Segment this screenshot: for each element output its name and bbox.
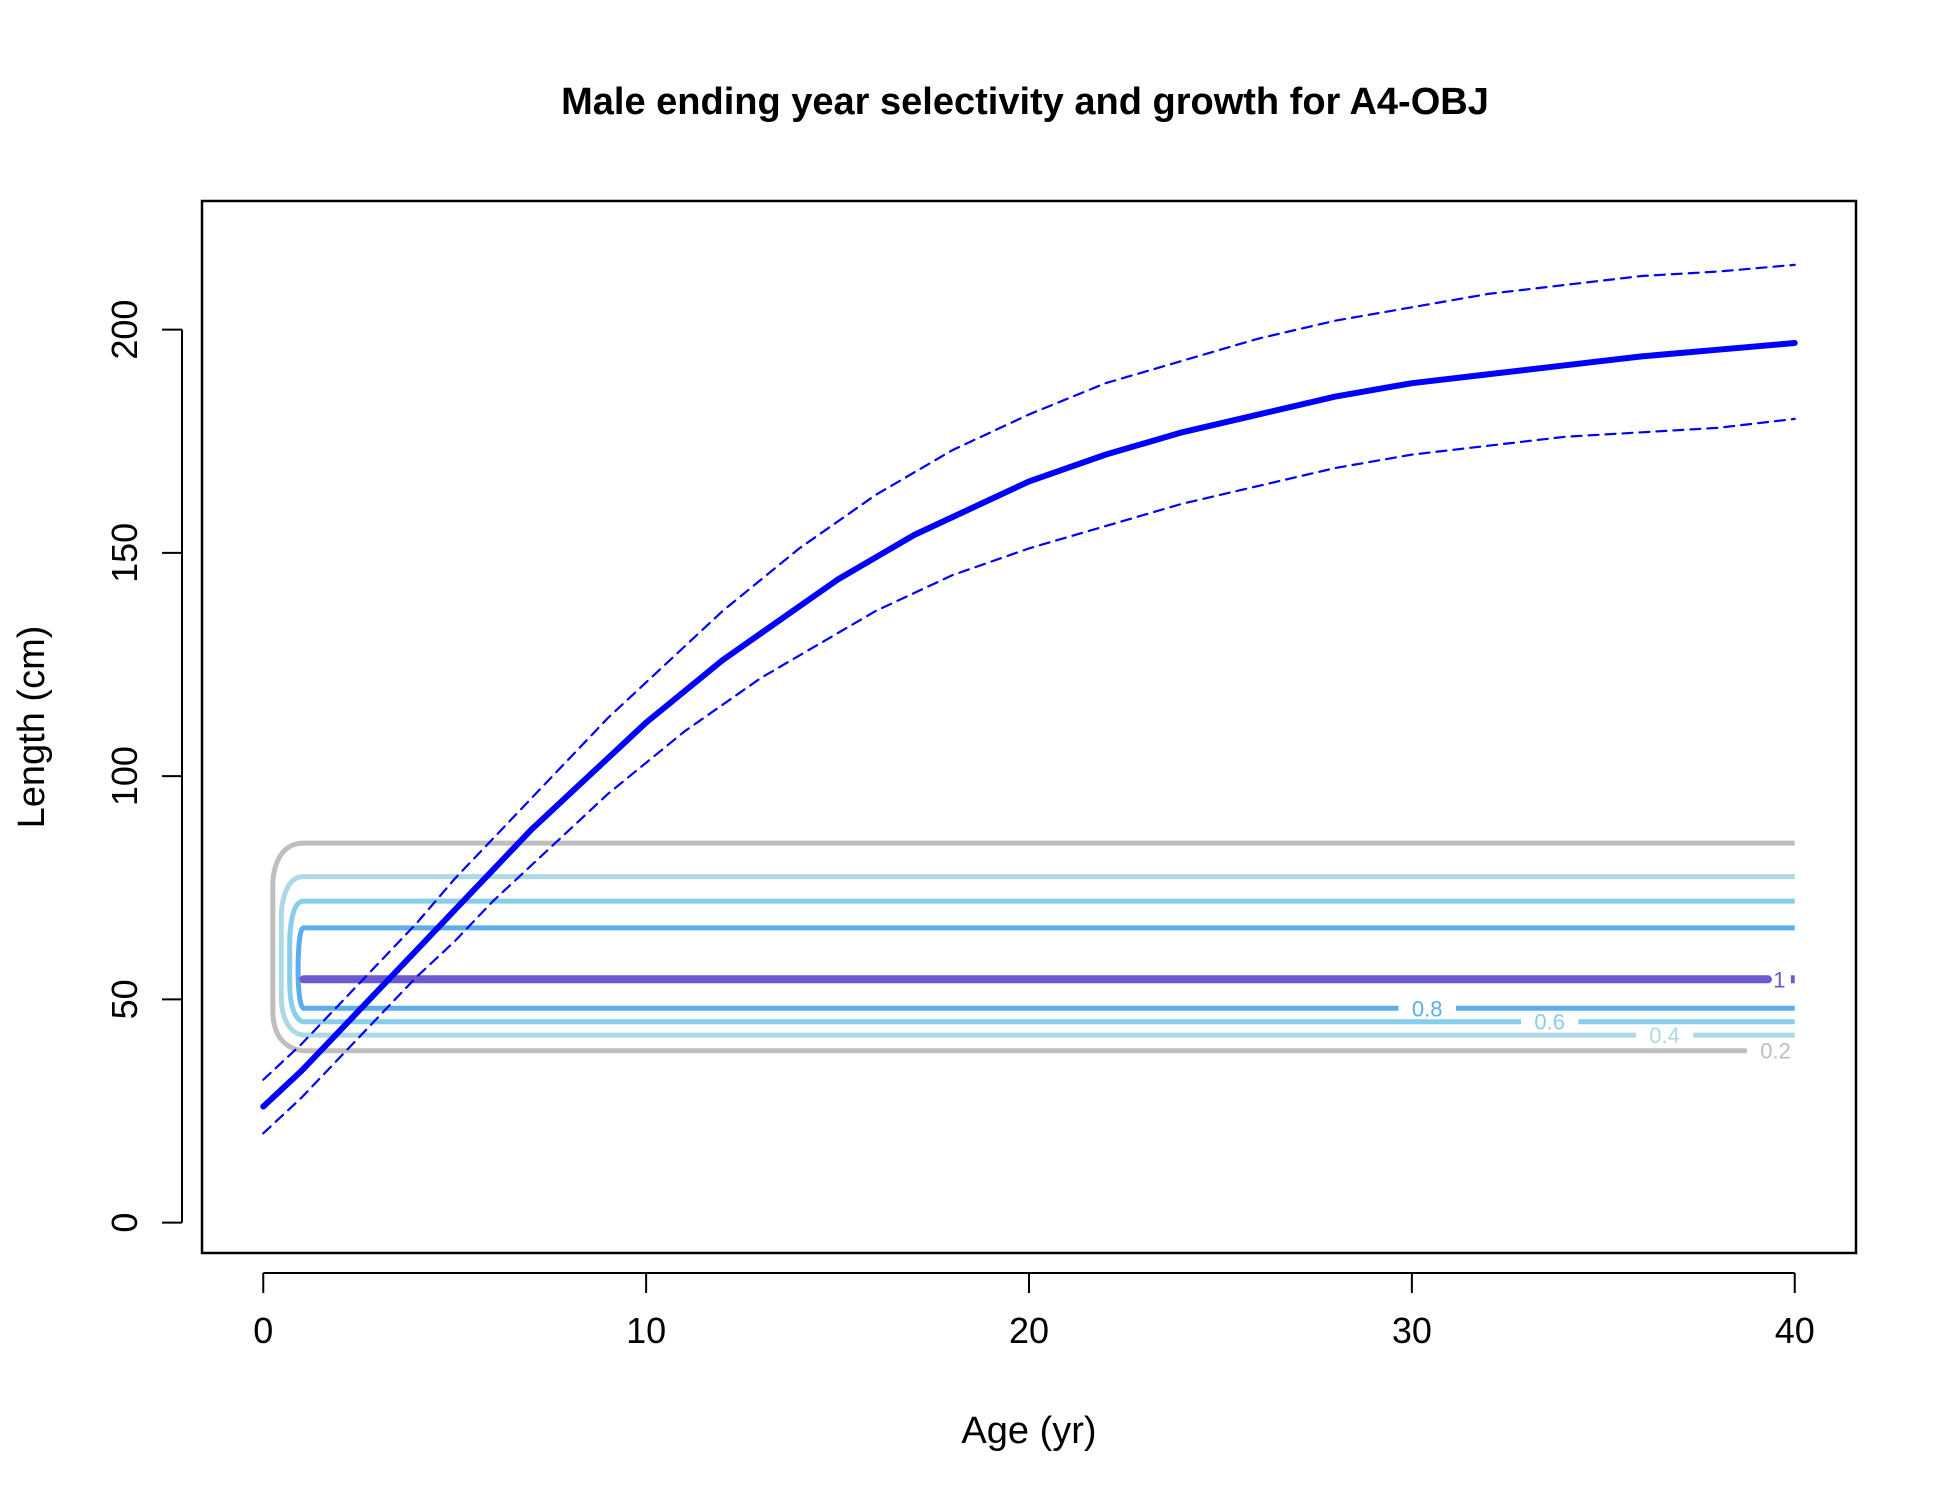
lower-interval-line [262, 417, 1796, 1135]
growth-series [260, 263, 1798, 1135]
contour-line [287, 898, 1795, 1025]
contour-line [270, 840, 1795, 1054]
contour-label: 0.2 [1760, 1039, 1791, 1064]
y-tick-label: 150 [104, 523, 145, 583]
x-tick-label: 40 [1775, 1310, 1815, 1351]
contour-line [278, 874, 1795, 1038]
contour-level-0.2: 0.2 [270, 840, 1795, 1064]
y-tick-label: 100 [104, 746, 145, 806]
contour-label: 0.6 [1534, 1010, 1565, 1035]
contour-line [295, 925, 1795, 1011]
x-tick-label: 0 [253, 1310, 273, 1351]
upper-interval-line [262, 263, 1796, 1081]
mean-length-line [260, 339, 1798, 1110]
x-tick-label: 20 [1009, 1310, 1049, 1351]
contour-label: 1 [1773, 967, 1785, 992]
contour-level-1: 1 [299, 967, 1795, 992]
y-tick-label: 200 [104, 300, 145, 360]
chart-title: Male ending year selectivity and growth … [561, 81, 1489, 123]
y-tick-label: 50 [104, 979, 145, 1019]
x-tick-label: 30 [1392, 1310, 1432, 1351]
axes: 0 10 20 30 40 0 50 100 150 200 [104, 300, 1815, 1351]
x-axis-label: Age (yr) [961, 1410, 1096, 1452]
y-tick-label: 0 [104, 1213, 145, 1233]
x-tick-label: 10 [626, 1310, 666, 1351]
contour-label: 0.4 [1649, 1023, 1680, 1048]
contour-level-0.6: 0.6 [287, 898, 1795, 1035]
contour-label: 0.8 [1412, 996, 1443, 1021]
contour-level-0.8: 0.8 [295, 925, 1795, 1021]
contour-level-0.4: 0.4 [278, 874, 1795, 1048]
selectivity-contours: 0.2 0.4 0.6 0.8 1 [270, 840, 1795, 1064]
y-axis-label: Length (cm) [11, 626, 53, 829]
plot-frame [200, 199, 1858, 1255]
